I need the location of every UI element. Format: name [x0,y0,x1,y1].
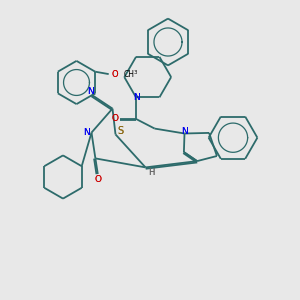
Text: N: N [133,93,140,102]
Text: N: N [84,128,90,137]
Text: N: N [181,127,188,136]
Text: O: O [112,70,119,79]
Text: N: N [87,87,94,96]
Text: S: S [117,126,123,136]
Text: H: H [148,168,154,177]
Text: N: N [84,128,90,137]
Text: O: O [112,115,118,124]
Text: N: N [133,93,140,102]
Text: O: O [94,175,101,184]
Text: 3: 3 [134,70,137,75]
Text: O: O [112,115,118,124]
Text: S: S [117,126,123,136]
Text: O: O [112,70,119,79]
Text: O: O [94,175,101,184]
Text: CH: CH [124,70,135,79]
Text: H: H [148,168,154,177]
Text: N: N [181,127,188,136]
Text: N: N [87,87,94,96]
